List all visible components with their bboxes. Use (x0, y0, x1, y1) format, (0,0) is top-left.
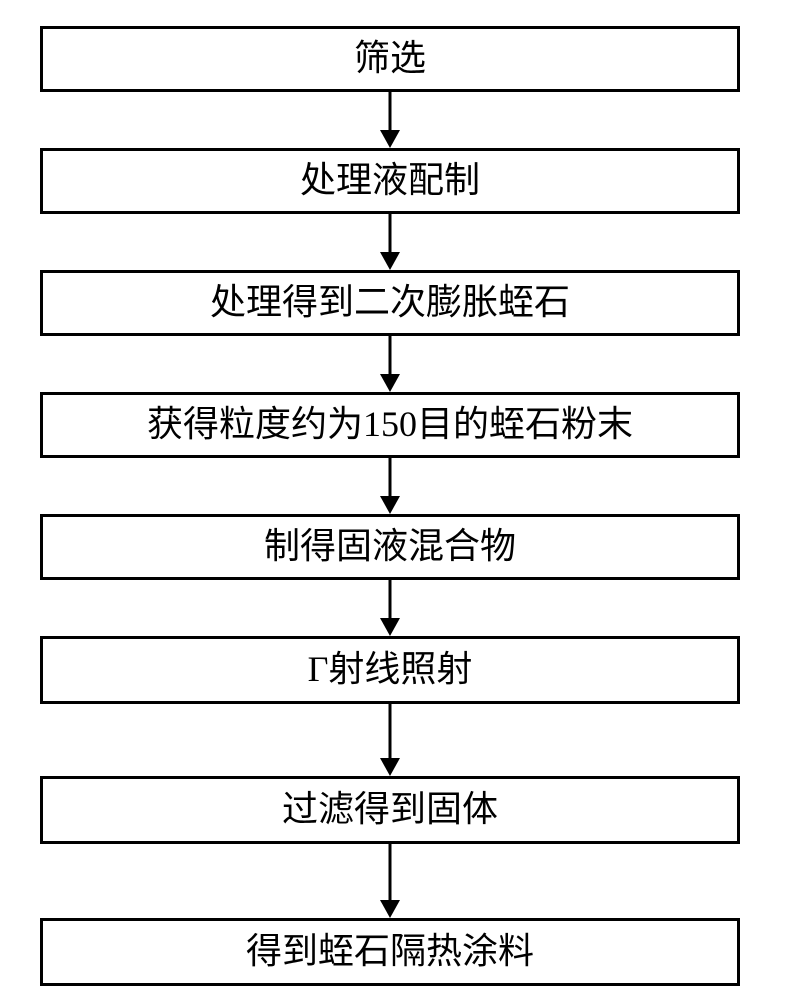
arrow-4 (370, 458, 410, 514)
arrow-7 (370, 844, 410, 918)
step-label-7: 过滤得到固体 (282, 789, 498, 830)
step-box-1: 筛选 (40, 26, 740, 92)
step-label-1: 筛选 (354, 38, 426, 79)
arrow-6 (370, 704, 410, 776)
step-box-4: 获得粒度约为150目的蛭石粉末 (40, 392, 740, 458)
step-box-8: 得到蛭石隔热涂料 (40, 918, 740, 986)
step-label-2: 处理液配制 (300, 160, 480, 201)
step-box-7: 过滤得到固体 (40, 776, 740, 844)
step-box-5: 制得固液混合物 (40, 514, 740, 580)
arrow-1 (370, 92, 410, 148)
step-label-4: 获得粒度约为150目的蛭石粉末 (147, 404, 633, 445)
step-label-3: 处理得到二次膨胀蛭石 (210, 282, 570, 323)
step-box-6: Γ射线照射 (40, 636, 740, 704)
step-label-6: Γ射线照射 (308, 649, 473, 690)
arrow-3 (370, 336, 410, 392)
step-label-8: 得到蛭石隔热涂料 (246, 931, 534, 972)
arrow-5 (370, 580, 410, 636)
flowchart-container: 筛选处理液配制处理得到二次膨胀蛭石获得粒度约为150目的蛭石粉末制得固液混合物 Γ… (0, 0, 785, 1000)
step-box-2: 处理液配制 (40, 148, 740, 214)
arrow-2 (370, 214, 410, 270)
step-box-3: 处理得到二次膨胀蛭石 (40, 270, 740, 336)
step-label-5: 制得固液混合物 (264, 526, 516, 567)
